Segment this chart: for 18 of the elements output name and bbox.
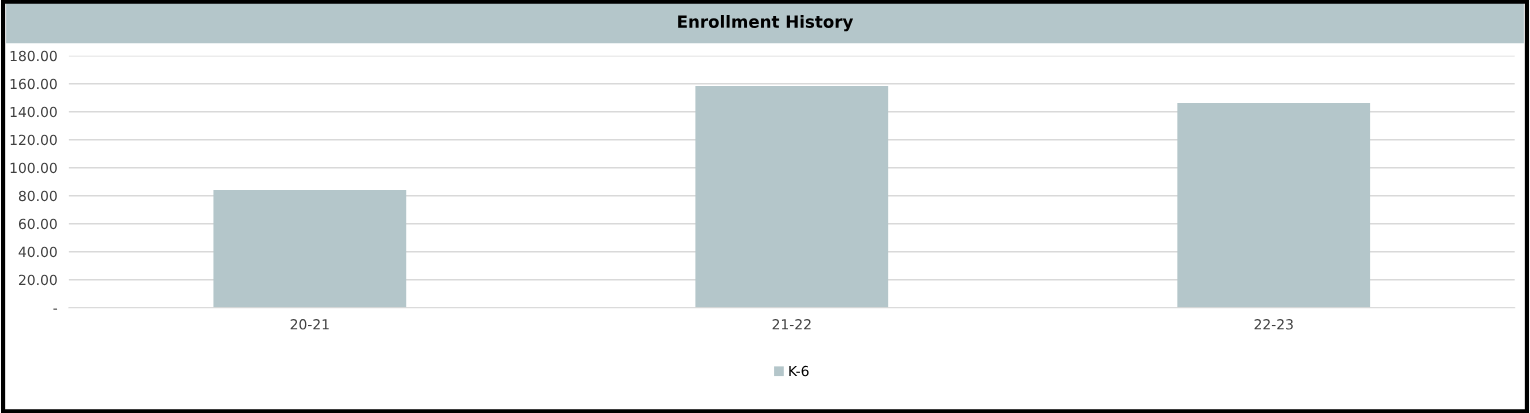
y-tick-label: 180.00: [10, 50, 57, 62]
y-tick-label: 60.00: [18, 218, 57, 230]
y-tick-label: 120.00: [10, 134, 57, 146]
y-tick-label: 80.00: [18, 190, 57, 202]
bar: [695, 85, 889, 308]
bar: [1177, 103, 1371, 308]
y-tick-label: 160.00: [10, 78, 57, 90]
legend-label: K-6: [789, 365, 809, 377]
y-tick-label: 20.00: [19, 274, 57, 286]
y-tick-label: 140.00: [10, 106, 57, 118]
bar: [213, 190, 407, 308]
y-tick-label: 40.00: [18, 246, 57, 258]
chart-title: Enrollment History: [678, 15, 854, 32]
x-tick-label: 21-22: [772, 319, 811, 330]
x-tick-label: 22-23: [1254, 319, 1293, 330]
x-tick-label: 20-21: [290, 319, 329, 330]
y-tick-label: -: [53, 308, 58, 310]
y-tick-label: 100.00: [10, 162, 57, 174]
